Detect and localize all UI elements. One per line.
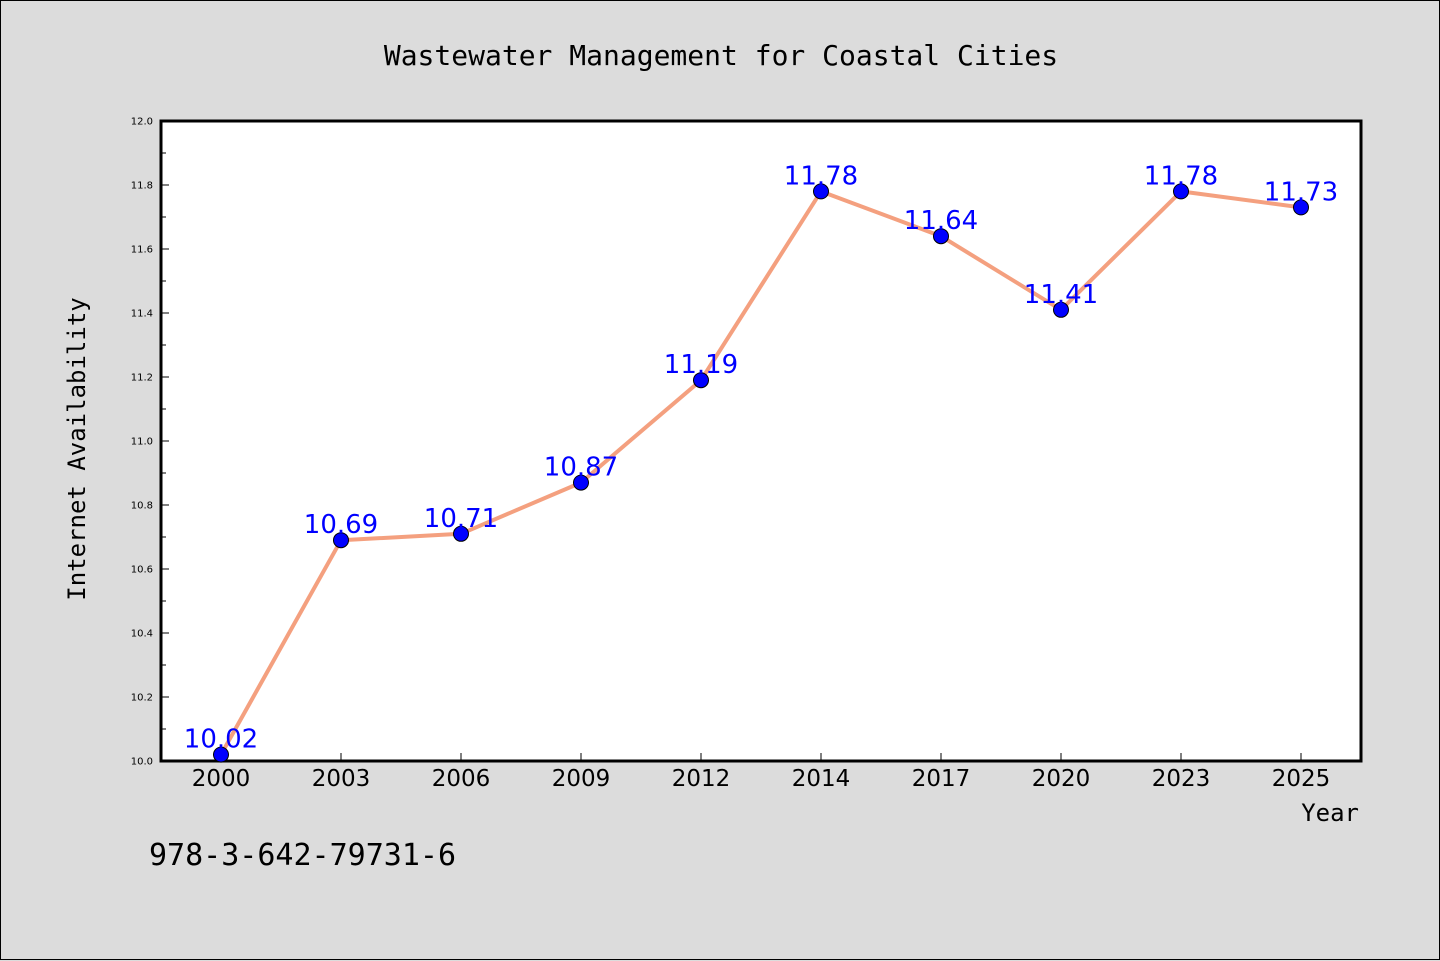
x-tick-label: 2014: [792, 766, 851, 792]
x-axis-label: Year: [1301, 799, 1359, 827]
x-tick-label: 2003: [312, 766, 371, 792]
y-tick-label: 11.0: [131, 437, 153, 448]
isbn-annotation: 978-3-642-79731-6: [149, 838, 456, 873]
plot-area: [159, 119, 1363, 763]
data-point: [213, 746, 229, 763]
data-point: [453, 525, 469, 542]
x-tick-label: 2023: [1152, 766, 1211, 792]
x-tick-label: 2020: [1032, 766, 1091, 792]
data-label: 11.73: [1264, 177, 1338, 207]
data-label: 10.69: [304, 510, 378, 540]
y-tick-label: 10.6: [131, 565, 153, 576]
data-label: 10.71: [424, 504, 498, 534]
y-tick-label: 10.4: [131, 629, 153, 640]
series-line: [219, 189, 1303, 757]
y-tick-label: 11.8: [131, 181, 153, 192]
data-label: 11.78: [1144, 161, 1218, 191]
data-point: [1293, 199, 1309, 216]
y-tick-label: 10.2: [131, 693, 153, 704]
x-tick-label: 2009: [552, 766, 611, 792]
x-axis: 2000 2003 2006 2009 2012 2014 2017 2020 2023 2025: [192, 753, 1331, 792]
data-point: [333, 532, 349, 549]
x-tick-label: 2017: [912, 766, 971, 792]
data-label: 10.87: [544, 453, 618, 483]
y-tick-label: 11.4: [131, 309, 153, 320]
x-tick-label: 2006: [432, 766, 491, 792]
data-point: [1173, 183, 1189, 200]
data-point: [933, 228, 949, 245]
data-label: 11.64: [904, 206, 978, 236]
y-tick-label: 10.0: [131, 757, 153, 768]
x-tick-label: 2012: [672, 766, 731, 792]
data-label: 11.19: [664, 350, 738, 380]
data-label: 10.02: [184, 725, 258, 755]
y-axis: 10.0 10.2 10.4 10.6 10.8 11.0 11.2 11.4 11.6 11.8…: [131, 117, 169, 768]
data-label: 11.78: [784, 161, 858, 191]
chart-title: Wastewater Management for Coastal Cities: [384, 39, 1058, 72]
y-tick-label: 10.8: [131, 501, 153, 512]
y-axis-label: Internet Availability: [63, 297, 91, 600]
data-label: 11.41: [1024, 280, 1098, 310]
data-point: [573, 474, 589, 491]
x-tick-label: 2000: [192, 766, 251, 792]
data-point: [1053, 301, 1069, 318]
y-tick-label: 12.0: [131, 117, 153, 128]
x-tick-label: 2025: [1272, 766, 1331, 792]
data-point: [693, 372, 709, 389]
y-tick-label: 11.2: [131, 373, 153, 384]
y-tick-label: 11.6: [131, 245, 153, 256]
data-point: [813, 183, 829, 200]
series-layer: 10.02 10.69 10.71 10.87 11.19 11.78 11.64 11.41…: [184, 161, 1338, 763]
